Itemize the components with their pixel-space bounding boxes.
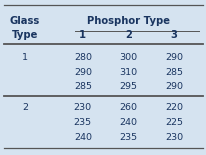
Text: 3: 3 xyxy=(170,30,177,40)
Text: 2: 2 xyxy=(124,30,131,40)
Text: 225: 225 xyxy=(164,118,182,127)
Text: 285: 285 xyxy=(164,68,182,77)
Text: 1: 1 xyxy=(22,53,28,62)
Text: 230: 230 xyxy=(164,133,182,142)
Text: 285: 285 xyxy=(74,82,91,91)
Text: 220: 220 xyxy=(164,103,182,112)
Text: 235: 235 xyxy=(73,118,91,127)
Text: Glass: Glass xyxy=(10,16,40,26)
Text: 290: 290 xyxy=(164,82,182,91)
Text: 260: 260 xyxy=(119,103,137,112)
Text: 230: 230 xyxy=(73,103,91,112)
Text: 240: 240 xyxy=(74,133,91,142)
Text: Type: Type xyxy=(12,30,38,40)
Text: 1: 1 xyxy=(79,30,86,40)
Text: 310: 310 xyxy=(119,68,137,77)
Text: 290: 290 xyxy=(74,68,91,77)
Text: 2: 2 xyxy=(22,103,28,112)
Text: 300: 300 xyxy=(119,53,137,62)
Text: 295: 295 xyxy=(119,82,137,91)
Text: 290: 290 xyxy=(164,53,182,62)
Text: Phosphor Type: Phosphor Type xyxy=(87,16,169,26)
Text: 240: 240 xyxy=(119,118,137,127)
Text: 280: 280 xyxy=(74,53,91,62)
Text: 235: 235 xyxy=(119,133,137,142)
